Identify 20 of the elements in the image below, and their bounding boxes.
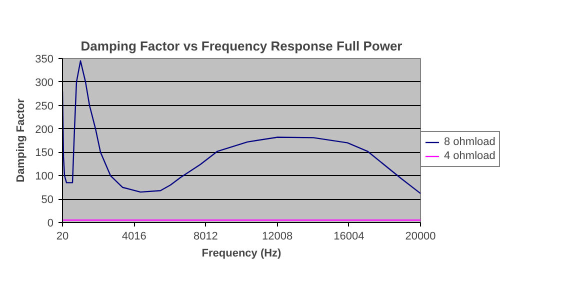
y-tick-label: 50 [41, 194, 54, 206]
y-tick-label: 250 [35, 100, 54, 112]
x-tick-label: 20000 [405, 230, 436, 242]
x-tick-label: 16004 [334, 230, 364, 242]
x-tick-label: 20 [56, 230, 69, 242]
y-tick-label: 150 [35, 147, 54, 160]
x-tick-label: 12008 [262, 230, 293, 242]
chart-title: Damping Factor vs Frequency Response Full Power [80, 38, 402, 54]
legend-label: 8 ohmload [444, 136, 496, 148]
x-axis-title: Frequency (Hz) [202, 248, 282, 260]
x-tick-label: 4016 [122, 230, 146, 242]
line-series [62, 60, 420, 194]
y-axis-title: Damping Factor [15, 98, 28, 182]
y-tick-label: 300 [35, 76, 54, 89]
y-tick-label: 350 [35, 54, 54, 66]
y-tick-label: 100 [35, 170, 54, 183]
x-tick-label: 8012 [193, 230, 218, 242]
y-tick-label: 200 [35, 124, 54, 136]
y-tick-label: 0 [47, 218, 54, 230]
legend-label: 4 ohmload [444, 150, 496, 162]
